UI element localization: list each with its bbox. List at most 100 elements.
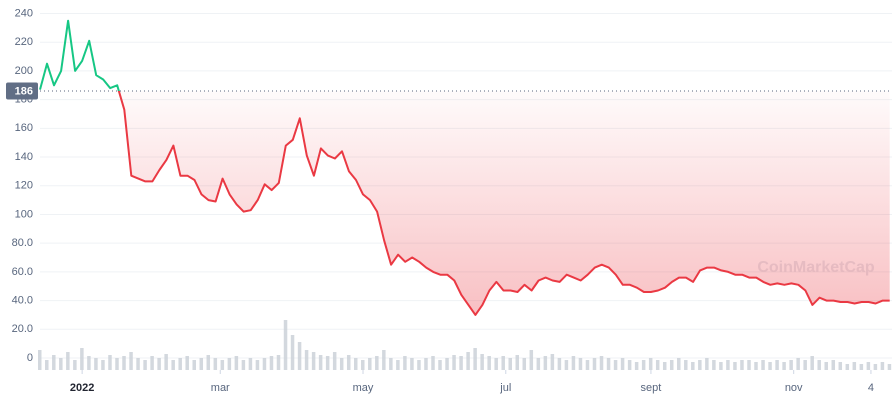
y-tick-label: 140	[15, 151, 33, 163]
volume-bar	[297, 342, 302, 370]
volume-bar	[761, 360, 765, 370]
volume-bar	[185, 356, 189, 370]
volume-bar	[585, 360, 590, 370]
volume-bar	[199, 358, 204, 370]
volume-bar	[817, 360, 821, 370]
volume-bar	[213, 358, 218, 370]
x-tick-label: nov	[785, 382, 803, 394]
y-tick-label: 20.0	[12, 323, 33, 335]
volume-bar	[838, 362, 843, 370]
volume-bar	[508, 358, 512, 370]
volume-bar	[796, 358, 800, 370]
volume-bar	[627, 360, 632, 370]
volume-bar	[417, 360, 421, 370]
volume-bar	[691, 362, 695, 370]
volume-bar	[543, 356, 548, 370]
volume-bar	[389, 358, 393, 370]
baseline-label-box	[6, 82, 38, 100]
volume-bar	[290, 335, 295, 370]
volume-bar	[480, 354, 484, 370]
volume-bar	[255, 360, 260, 370]
volume-bar	[782, 362, 786, 370]
volume-bar	[669, 360, 674, 370]
volume-bar	[810, 356, 814, 370]
volume-bar	[361, 360, 365, 370]
x-tick-label: mar	[211, 382, 230, 394]
volume-bar	[620, 358, 625, 370]
volume-bar	[501, 356, 505, 370]
volume-bar	[431, 356, 435, 370]
volume-bar	[311, 352, 316, 370]
volume-bar	[346, 355, 351, 370]
volume-bar	[241, 360, 246, 370]
volume-bar	[52, 355, 56, 370]
baseline-label: 186	[15, 85, 33, 97]
volume-bar	[234, 356, 239, 370]
volume-bar	[880, 362, 885, 370]
volume-bar	[45, 360, 49, 370]
volume-bar	[571, 356, 576, 370]
volume-bar	[382, 350, 386, 370]
volume-bar	[122, 356, 126, 370]
volume-bar	[73, 360, 77, 370]
volume-bar	[150, 356, 154, 370]
volume-bar	[424, 358, 428, 370]
volume-bar	[536, 358, 541, 370]
volume-bar	[101, 360, 105, 370]
volume-bar	[38, 350, 42, 370]
volume-bar	[143, 360, 147, 370]
y-tick-label: 240	[15, 7, 33, 19]
volume-bar	[438, 360, 442, 370]
volume-bar	[276, 355, 281, 370]
x-tick-label: jul	[499, 382, 511, 394]
volume-bar	[613, 360, 618, 370]
volume-bar	[262, 358, 267, 370]
volume-bar	[803, 360, 807, 370]
volume-bar	[269, 356, 274, 370]
volume-bar	[677, 358, 681, 370]
volume-bar	[662, 362, 667, 370]
volume-bar	[171, 360, 175, 370]
volume-bar	[452, 355, 456, 370]
volume-bar	[459, 356, 463, 370]
volume-bar	[859, 364, 864, 370]
volume-bar	[129, 352, 133, 370]
volume-bar	[712, 360, 716, 370]
y-tick-label: 100	[15, 208, 33, 220]
y-tick-label: 120	[15, 180, 33, 192]
volume-bar	[684, 360, 688, 370]
volume-bar	[396, 360, 400, 370]
volume-bar	[466, 352, 470, 370]
y-tick-label: 60.0	[12, 266, 33, 278]
volume-bar	[740, 360, 744, 370]
y-tick-label: 200	[15, 65, 33, 77]
volume-bar	[304, 350, 309, 370]
volume-bar	[733, 362, 737, 370]
x-tick-label: 4	[868, 382, 874, 394]
volume-bar	[473, 348, 477, 370]
y-tick-label: 80.0	[12, 237, 33, 249]
volume-bar	[87, 356, 91, 370]
volume-bar	[206, 355, 211, 370]
volume-bar	[59, 358, 63, 370]
volume-bar	[754, 362, 758, 370]
volume-bar	[445, 358, 449, 370]
volume-bar	[108, 355, 112, 370]
y-tick-label: 160	[15, 122, 33, 134]
y-tick-label: 220	[15, 36, 33, 48]
volume-bar	[557, 358, 562, 370]
volume-bar	[136, 358, 140, 370]
x-tick-label: 2022	[70, 382, 94, 394]
volume-bar	[227, 358, 232, 370]
price-line	[39, 19, 890, 316]
volume-bar	[353, 358, 358, 370]
volume-bar	[94, 358, 98, 370]
volume-bar	[318, 355, 323, 370]
volume-bar	[726, 360, 730, 370]
volume-bar	[852, 362, 857, 370]
volume-bar	[368, 358, 372, 370]
volume-bar	[66, 352, 70, 370]
volume-bar	[845, 364, 850, 370]
volume-bar	[705, 358, 709, 370]
volume-bar	[403, 356, 407, 370]
